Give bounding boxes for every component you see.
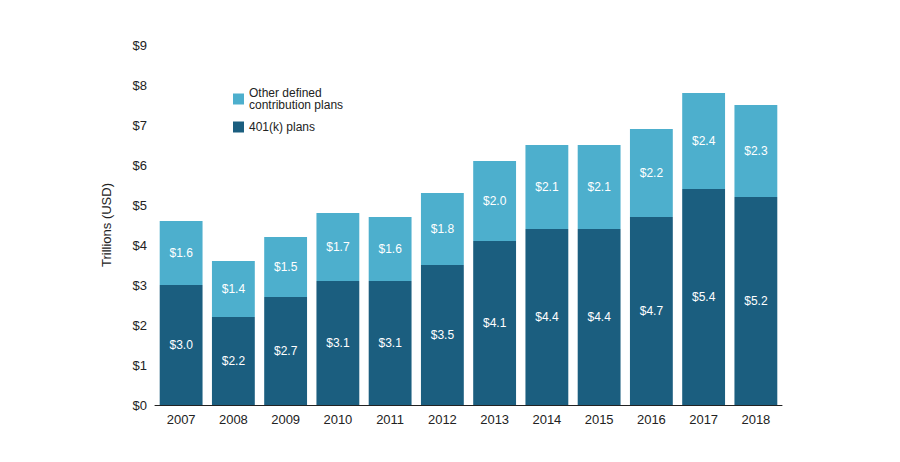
svg-text:2013: 2013 xyxy=(480,412,509,427)
svg-text:$1.6: $1.6 xyxy=(378,242,402,256)
svg-text:$2.1: $2.1 xyxy=(535,180,559,194)
svg-text:2014: 2014 xyxy=(532,412,561,427)
svg-text:contribution plans: contribution plans xyxy=(249,98,343,112)
svg-text:$2.2: $2.2 xyxy=(640,166,664,180)
svg-text:$8: $8 xyxy=(133,78,147,93)
svg-text:$4.4: $4.4 xyxy=(587,310,611,324)
svg-text:$2.0: $2.0 xyxy=(483,194,507,208)
svg-text:2011: 2011 xyxy=(376,412,404,427)
svg-text:$1.7: $1.7 xyxy=(326,240,350,254)
svg-text:2008: 2008 xyxy=(219,412,248,427)
svg-text:$0: $0 xyxy=(133,398,147,413)
svg-text:2009: 2009 xyxy=(271,412,300,427)
svg-text:$3.1: $3.1 xyxy=(378,336,402,350)
svg-text:Other defined: Other defined xyxy=(249,86,326,100)
svg-text:$4: $4 xyxy=(133,238,147,253)
svg-text:$2.3: $2.3 xyxy=(744,144,768,158)
svg-text:$1.6: $1.6 xyxy=(169,246,193,260)
svg-text:$2: $2 xyxy=(133,318,147,333)
svg-text:$1: $1 xyxy=(133,358,147,373)
svg-text:$2.4: $2.4 xyxy=(692,134,716,148)
svg-text:$7: $7 xyxy=(133,118,147,133)
svg-text:$2.7: $2.7 xyxy=(274,344,298,358)
svg-text:$5: $5 xyxy=(133,198,147,213)
svg-text:$1.5: $1.5 xyxy=(274,260,298,274)
svg-text:$9: $9 xyxy=(133,38,147,53)
svg-text:2015: 2015 xyxy=(585,412,614,427)
svg-text:$1.4: $1.4 xyxy=(222,282,246,296)
svg-text:2017: 2017 xyxy=(689,412,718,427)
svg-text:2010: 2010 xyxy=(323,412,352,427)
svg-text:Trillions (USD): Trillions (USD) xyxy=(99,183,114,267)
svg-text:$4.7: $4.7 xyxy=(640,304,664,318)
svg-text:$1.8: $1.8 xyxy=(431,222,455,236)
svg-text:$3.5: $3.5 xyxy=(431,328,455,342)
svg-text:$2.1: $2.1 xyxy=(587,180,611,194)
svg-text:2016: 2016 xyxy=(637,412,666,427)
svg-text:$4.1: $4.1 xyxy=(483,316,507,330)
svg-text:$6: $6 xyxy=(133,158,147,173)
svg-text:401(k) plans: 401(k) plans xyxy=(249,120,315,134)
svg-text:$5.2: $5.2 xyxy=(744,294,768,308)
svg-text:$3: $3 xyxy=(133,278,147,293)
svg-text:$5.4: $5.4 xyxy=(692,290,716,304)
svg-text:$2.2: $2.2 xyxy=(222,354,246,368)
svg-text:$4.4: $4.4 xyxy=(535,310,559,324)
svg-text:$3.0: $3.0 xyxy=(169,338,193,352)
svg-text:2012: 2012 xyxy=(428,412,457,427)
svg-text:2007: 2007 xyxy=(167,412,196,427)
svg-text:$3.1: $3.1 xyxy=(326,336,350,350)
svg-text:2018: 2018 xyxy=(741,412,770,427)
